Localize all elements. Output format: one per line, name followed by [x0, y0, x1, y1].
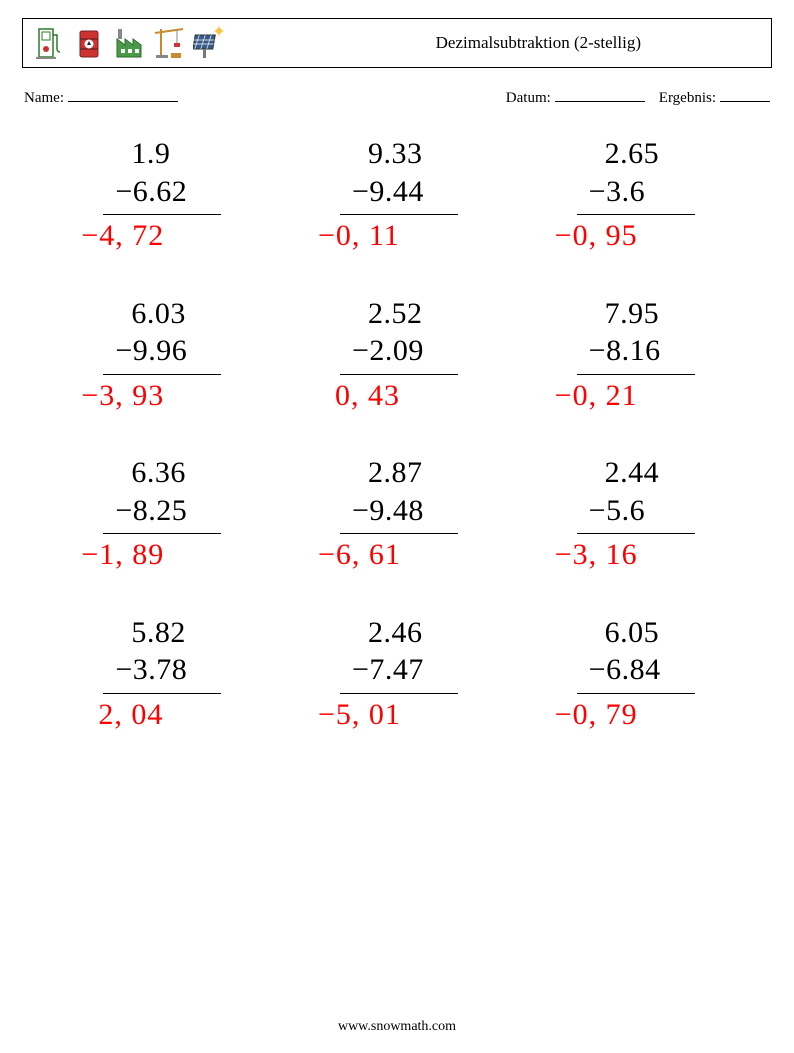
problem: 1.9 −6.62 −4, 72	[75, 135, 245, 255]
result-blank[interactable]	[720, 86, 770, 102]
factory-icon	[113, 25, 147, 61]
subtrahend: −6.84	[549, 651, 719, 689]
problem: 2.44 −5.6 −3, 16	[549, 454, 719, 574]
answer: −1, 89	[75, 536, 245, 574]
subtrahend: −3.78	[75, 651, 245, 689]
problem: 7.95 −8.16 −0, 21	[549, 295, 719, 415]
minuend: 9.33	[312, 135, 482, 173]
answer: −0, 79	[549, 696, 719, 734]
rule	[103, 214, 221, 215]
crane-icon	[153, 25, 187, 61]
name-label: Name:	[24, 86, 178, 107]
minuend: 6.05	[549, 614, 719, 652]
oil-barrel-icon	[73, 25, 107, 61]
rule	[577, 374, 695, 375]
subtrahend: −7.47	[312, 651, 482, 689]
subtrahend: −5.6	[549, 492, 719, 530]
answer: −0, 11	[312, 217, 482, 255]
minuend: 2.46	[312, 614, 482, 652]
problem-grid: 1.9 −6.62 −4, 72 9.33 −9.44 −0, 11 2.65 …	[22, 135, 772, 733]
solar-panel-icon	[193, 25, 227, 61]
problem: 6.36 −8.25 −1, 89	[75, 454, 245, 574]
rule	[340, 533, 458, 534]
rule	[103, 374, 221, 375]
subtrahend: −3.6	[549, 173, 719, 211]
gas-pump-icon	[33, 25, 67, 61]
rule	[103, 693, 221, 694]
meta-right: Datum: Ergebnis:	[506, 86, 770, 107]
answer: −4, 72	[75, 217, 245, 255]
minuend: 5.82	[75, 614, 245, 652]
minuend: 6.36	[75, 454, 245, 492]
rule	[103, 533, 221, 534]
rule	[577, 214, 695, 215]
minuend: 2.65	[549, 135, 719, 173]
answer: −0, 21	[549, 377, 719, 415]
worksheet-title: Dezimalsubtraktion (2-stellig)	[436, 33, 761, 53]
problem: 5.82 −3.78 2, 04	[75, 614, 245, 734]
problem: 2.65 −3.6 −0, 95	[549, 135, 719, 255]
subtrahend: −9.48	[312, 492, 482, 530]
meta-row: Name: Datum: Ergebnis:	[22, 86, 772, 107]
minuend: 1.9	[75, 135, 245, 173]
answer: −3, 16	[549, 536, 719, 574]
header-bar: Dezimalsubtraktion (2-stellig)	[22, 18, 772, 68]
answer: −6, 61	[312, 536, 482, 574]
problem: 2.87 −9.48 −6, 61	[312, 454, 482, 574]
rule	[340, 693, 458, 694]
problem: 2.46 −7.47 −5, 01	[312, 614, 482, 734]
date-label: Datum:	[506, 86, 645, 107]
problem: 2.52 −2.09 0, 43	[312, 295, 482, 415]
problem: 6.03 −9.96 −3, 93	[75, 295, 245, 415]
subtrahend: −2.09	[312, 332, 482, 370]
meta-left: Name:	[24, 86, 178, 107]
answer: −3, 93	[75, 377, 245, 415]
problem: 6.05 −6.84 −0, 79	[549, 614, 719, 734]
subtrahend: −9.44	[312, 173, 482, 211]
rule	[577, 693, 695, 694]
subtrahend: −9.96	[75, 332, 245, 370]
header-icon-row	[33, 25, 227, 61]
subtrahend: −8.25	[75, 492, 245, 530]
minuend: 7.95	[549, 295, 719, 333]
rule	[340, 374, 458, 375]
answer: −5, 01	[312, 696, 482, 734]
date-blank[interactable]	[555, 86, 645, 102]
minuend: 2.44	[549, 454, 719, 492]
name-blank[interactable]	[68, 86, 178, 102]
rule	[577, 533, 695, 534]
problem: 9.33 −9.44 −0, 11	[312, 135, 482, 255]
answer: 2, 04	[75, 696, 245, 734]
answer: −0, 95	[549, 217, 719, 255]
subtrahend: −8.16	[549, 332, 719, 370]
rule	[340, 214, 458, 215]
minuend: 2.52	[312, 295, 482, 333]
worksheet-page: Dezimalsubtraktion (2-stellig) Name: Dat…	[0, 0, 794, 751]
answer: 0, 43	[312, 377, 482, 415]
minuend: 6.03	[75, 295, 245, 333]
minuend: 2.87	[312, 454, 482, 492]
footer-url: www.snowmath.com	[0, 1019, 794, 1035]
subtrahend: −6.62	[75, 173, 245, 211]
result-label: Ergebnis:	[659, 86, 770, 107]
